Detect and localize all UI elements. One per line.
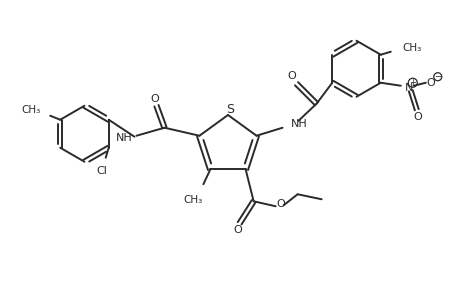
Text: O: O (286, 71, 295, 81)
Text: O: O (233, 225, 241, 235)
Text: Cl: Cl (96, 166, 107, 176)
Text: N: N (404, 83, 412, 93)
Text: CH₃: CH₃ (183, 195, 202, 205)
Text: S: S (225, 103, 234, 116)
Text: NH: NH (290, 119, 307, 129)
Text: CH₃: CH₃ (21, 105, 40, 115)
Text: O: O (276, 199, 285, 209)
Text: +: + (409, 78, 415, 87)
Text: O: O (425, 78, 434, 88)
Text: O: O (413, 112, 421, 122)
Text: −: − (433, 72, 440, 81)
Text: O: O (150, 94, 158, 104)
Text: NH: NH (116, 133, 132, 143)
Text: CH₃: CH₃ (402, 43, 421, 53)
